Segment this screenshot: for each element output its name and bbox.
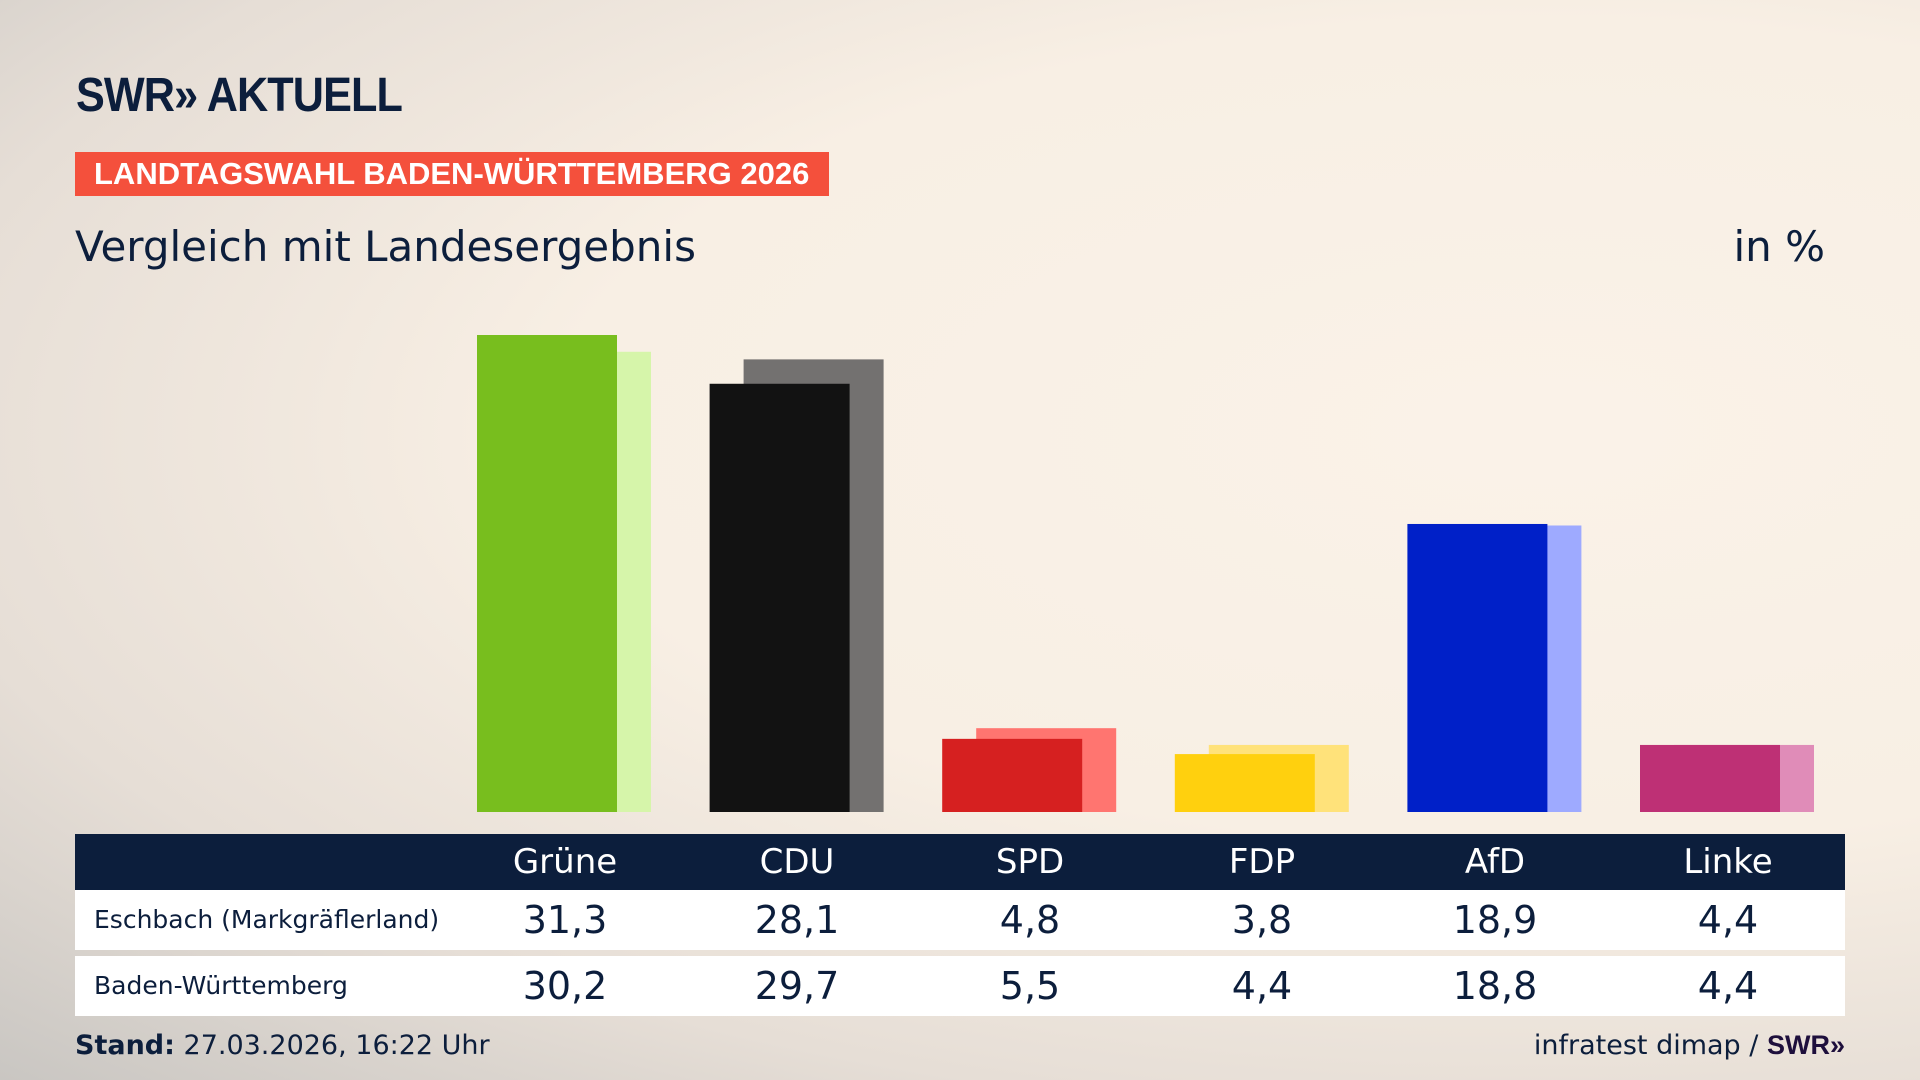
unit-label: in % xyxy=(1733,222,1825,271)
source-text: infratest dimap / xyxy=(1533,1030,1759,1061)
header-cdu: CDU xyxy=(759,842,835,882)
header-gruene: Grüne xyxy=(512,842,618,882)
bar-local-spd xyxy=(942,738,1083,812)
bar-local-afd xyxy=(1407,523,1548,812)
bar-local-cdu xyxy=(709,383,850,812)
table-row: Eschbach (Markgräflerland) 31,3 28,1 4,8… xyxy=(75,890,1845,950)
value-cell: 18,9 xyxy=(1452,898,1538,942)
value-cell: 3,8 xyxy=(1231,898,1293,942)
row-label: Baden-Württemberg xyxy=(94,971,348,1000)
stand-label: Stand: xyxy=(75,1030,175,1061)
row-label: Eschbach (Markgräflerland) xyxy=(94,905,440,934)
header-linke: Linke xyxy=(1683,842,1773,882)
value-cell: 28,1 xyxy=(754,898,840,942)
bar-local-linke xyxy=(1640,744,1780,812)
swr-logo: SWR» xyxy=(1766,1030,1845,1060)
bar-chart xyxy=(477,335,1814,812)
swr-aktuell-logo: SWR» AKTUELL xyxy=(76,69,403,122)
value-cell: 18,8 xyxy=(1452,964,1538,1008)
bar-local-fdp xyxy=(1174,754,1315,812)
header-afd: AfD xyxy=(1464,842,1526,882)
timestamp: Stand: 27.03.2026, 16:22 Uhr xyxy=(75,1030,490,1061)
value-cell: 30,2 xyxy=(522,964,608,1008)
value-cell: 29,7 xyxy=(754,964,840,1008)
value-cell: 4,4 xyxy=(1231,964,1293,1008)
stand-value: 27.03.2026, 16:22 Uhr xyxy=(183,1030,490,1061)
bar-local-gruene xyxy=(477,335,617,812)
header-fdp: FDP xyxy=(1228,842,1296,882)
chart-title: Vergleich mit Landesergebnis xyxy=(75,222,696,271)
election-banner: LANDTAGSWAHL BADEN-WÜRTTEMBERG 2026 xyxy=(75,152,829,196)
source: infratest dimap / SWR» xyxy=(1534,1030,1845,1061)
header-spd: SPD xyxy=(995,842,1065,882)
value-cell: 4,4 xyxy=(1697,898,1759,942)
table-header: Grüne CDU SPD FDP AfD Linke xyxy=(75,834,1845,890)
table-row: Baden-Württemberg 30,2 29,7 5,5 4,4 18,8… xyxy=(75,956,1845,1016)
value-cell: 5,5 xyxy=(999,964,1061,1008)
value-cell: 4,4 xyxy=(1697,964,1759,1008)
value-cell: 31,3 xyxy=(522,898,608,942)
value-cell: 4,8 xyxy=(999,898,1061,942)
